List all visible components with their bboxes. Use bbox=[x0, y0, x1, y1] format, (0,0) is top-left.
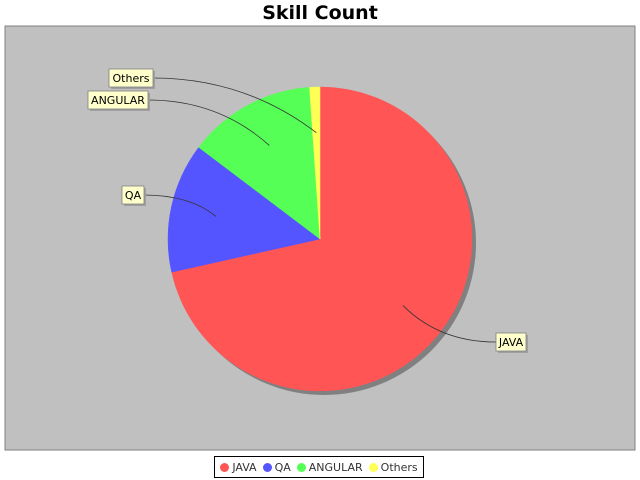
leader-line-angular bbox=[147, 99, 270, 146]
pie-label-others: Others bbox=[108, 68, 155, 89]
legend-swatch-others bbox=[368, 462, 378, 472]
legend-item-qa: QA bbox=[262, 460, 291, 474]
legend-swatch-angular bbox=[296, 462, 306, 472]
legend-label-qa: QA bbox=[274, 460, 291, 474]
pie-label-box bbox=[87, 90, 149, 110]
legend-label-java: JAVA bbox=[232, 460, 257, 474]
pie-label-box bbox=[495, 332, 527, 352]
leader-line-qa bbox=[143, 194, 217, 217]
legend-item-others: Others bbox=[368, 460, 418, 474]
legend-item-angular: ANGULAR bbox=[296, 460, 363, 474]
pie-label-box bbox=[121, 185, 145, 205]
pie-label-angular: ANGULAR bbox=[87, 90, 150, 111]
pie-label-qa: QA bbox=[121, 185, 146, 206]
pie-label-java: JAVA bbox=[495, 332, 528, 353]
pie-label-text: JAVA bbox=[498, 336, 524, 349]
legend-label-others: Others bbox=[380, 460, 418, 474]
legend-swatch-java bbox=[220, 462, 230, 472]
pie-slices bbox=[167, 86, 473, 392]
pie-slice-angular bbox=[198, 87, 321, 240]
pie-label-box bbox=[108, 68, 154, 88]
pie-label-text: ANGULAR bbox=[91, 94, 145, 107]
legend-swatch-qa bbox=[262, 462, 272, 472]
chart-legend: JAVA QA ANGULAR Others bbox=[214, 456, 424, 478]
pie-slice-java bbox=[171, 86, 473, 392]
pie-label-text: QA bbox=[125, 189, 142, 202]
chart-title: Skill Count bbox=[262, 2, 378, 24]
legend-label-angular: ANGULAR bbox=[308, 460, 363, 474]
leader-line-others bbox=[152, 77, 317, 133]
pie-leader-lines bbox=[143, 77, 497, 343]
leader-line-java bbox=[402, 305, 497, 343]
pie-label-text: Others bbox=[113, 72, 150, 85]
pie-labels: JAVA QA ANGULAR Others bbox=[87, 68, 528, 353]
pie-slice-others bbox=[309, 86, 321, 240]
legend-item-java: JAVA bbox=[220, 460, 257, 474]
pie-slice-qa bbox=[167, 146, 321, 273]
